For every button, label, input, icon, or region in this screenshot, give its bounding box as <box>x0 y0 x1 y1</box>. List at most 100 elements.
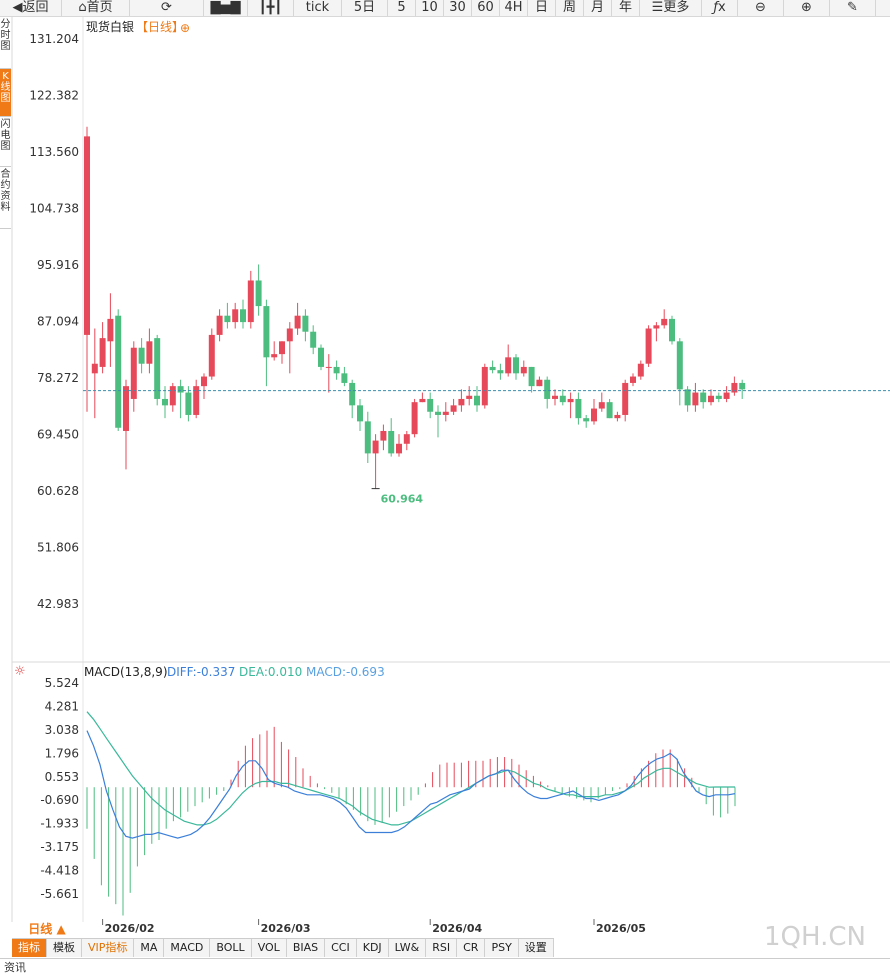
candle-body[interactable] <box>325 366 332 368</box>
side-tab-timeshare[interactable]: 分时图 <box>0 17 11 69</box>
candle-body[interactable] <box>162 398 168 406</box>
tick-button[interactable]: tick <box>294 0 342 16</box>
candle-body[interactable] <box>474 395 480 406</box>
candle-body[interactable] <box>380 430 387 441</box>
candle-body[interactable] <box>294 315 301 329</box>
tab-lw[interactable]: LW& <box>389 939 427 957</box>
candle-body[interactable] <box>286 328 293 342</box>
candle-body[interactable] <box>661 318 668 326</box>
tab-kdj[interactable]: KDJ <box>357 939 389 957</box>
period-day-button[interactable]: 日 <box>528 0 556 16</box>
more-button[interactable]: ☰ 更多 <box>640 0 702 16</box>
candle-chart-button[interactable]: ┃╋┃ <box>248 0 294 16</box>
tab-boll[interactable]: BOLL <box>210 939 252 957</box>
candle-body[interactable] <box>637 363 644 377</box>
formula-button[interactable]: ƒx <box>702 0 738 16</box>
candle-body[interactable] <box>372 440 379 454</box>
candle-body[interactable] <box>341 373 348 383</box>
period-60-button[interactable]: 60 <box>472 0 500 16</box>
candle-body[interactable] <box>271 354 278 358</box>
draw-button[interactable]: ✎ <box>830 0 876 16</box>
candle-body[interactable] <box>630 376 636 383</box>
home-button[interactable]: ⌂ 首页 <box>62 0 130 16</box>
side-tab-contract[interactable]: 合约资料 <box>0 167 11 229</box>
candle-body[interactable] <box>536 379 543 387</box>
tab-macd[interactable]: MACD <box>164 939 211 957</box>
zoom-out-button[interactable]: ⊖ <box>738 0 784 16</box>
candle-body[interactable] <box>715 395 722 399</box>
candle-body[interactable] <box>505 357 512 374</box>
candle-body[interactable] <box>349 382 356 406</box>
candle-body[interactable] <box>318 347 324 367</box>
period-week-button[interactable]: 周 <box>556 0 584 16</box>
candle-body[interactable] <box>427 398 434 412</box>
candle-body[interactable] <box>497 370 504 374</box>
candle-body[interactable] <box>513 357 519 374</box>
candle-body[interactable] <box>606 402 613 419</box>
tab-template[interactable]: 模板 <box>47 939 82 957</box>
candle-body[interactable] <box>201 376 207 387</box>
side-tab-flash[interactable]: 闪电图 <box>0 117 11 167</box>
candle-body[interactable] <box>263 306 270 358</box>
candle-body[interactable] <box>240 309 246 323</box>
candle-body[interactable] <box>700 392 707 403</box>
candle-body[interactable] <box>357 405 363 422</box>
candle-body[interactable] <box>185 392 192 415</box>
candle-body[interactable] <box>653 325 660 329</box>
period-10-button[interactable]: 10 <box>416 0 444 16</box>
candle-body[interactable] <box>614 414 621 419</box>
candle-body[interactable] <box>232 309 239 323</box>
period-30-button[interactable]: 30 <box>444 0 472 16</box>
candle-body[interactable] <box>208 334 215 377</box>
zoom-in-button[interactable]: ⊕ <box>784 0 830 16</box>
candle-body[interactable] <box>364 421 371 454</box>
candle-body[interactable] <box>528 366 535 387</box>
tab-ma[interactable]: MA <box>134 939 165 957</box>
candle-body[interactable] <box>435 411 441 415</box>
candle-body[interactable] <box>411 402 418 435</box>
candle-body[interactable] <box>622 382 629 415</box>
tab-bias[interactable]: BIAS <box>287 939 326 957</box>
tab-cr[interactable]: CR <box>457 939 486 957</box>
candle-body[interactable] <box>489 366 496 371</box>
bar-chart-button[interactable]: ▇▅▇ <box>204 0 248 16</box>
kline-chart[interactable]: 131.204 122.382 113.560 104.738 95.916 87.094… <box>0 17 890 939</box>
candle-body[interactable] <box>544 379 551 399</box>
candle-body[interactable] <box>403 434 410 444</box>
tab-cci[interactable]: CCI <box>325 939 357 957</box>
tab-indicator[interactable]: 指标 <box>12 939 47 957</box>
candle-body[interactable] <box>739 382 746 390</box>
candle-body[interactable] <box>567 398 574 403</box>
candle-body[interactable] <box>598 402 605 409</box>
candle-body[interactable] <box>99 338 106 367</box>
tab-vol[interactable]: VOL <box>252 939 287 957</box>
candle-body[interactable] <box>146 341 153 364</box>
period-year-button[interactable]: 年 <box>612 0 640 16</box>
period-5d-button[interactable]: 5日 <box>342 0 388 16</box>
news-tab[interactable]: 资讯 <box>4 961 26 974</box>
tab-psy[interactable]: PSY <box>485 939 519 957</box>
candle-body[interactable] <box>255 280 262 307</box>
back-button[interactable]: ◀ 返回 <box>0 0 62 16</box>
candle-body[interactable] <box>169 386 176 406</box>
candle-body[interactable] <box>552 395 558 399</box>
candle-body[interactable] <box>91 363 98 374</box>
candle-body[interactable] <box>84 136 90 335</box>
candle-body[interactable] <box>224 315 231 323</box>
tab-settings[interactable]: 设置 <box>519 939 554 957</box>
candle-body[interactable] <box>708 395 714 403</box>
candle-body[interactable] <box>138 347 145 364</box>
candle-body[interactable] <box>684 389 691 406</box>
candle-body[interactable] <box>466 395 473 399</box>
tab-vip-indicator[interactable]: VIP指标 <box>82 939 135 957</box>
candle-body[interactable] <box>450 405 457 412</box>
period-selector[interactable]: 日线 ▲ <box>28 922 66 936</box>
period-5-button[interactable]: 5 <box>388 0 416 16</box>
candle-body[interactable] <box>177 386 184 393</box>
candle-body[interactable] <box>669 318 675 342</box>
candle-body[interactable] <box>458 398 465 406</box>
candle-body[interactable] <box>310 331 317 348</box>
candle-body[interactable] <box>154 338 161 399</box>
candle-body[interactable] <box>645 328 652 364</box>
candle-body[interactable] <box>520 366 527 374</box>
